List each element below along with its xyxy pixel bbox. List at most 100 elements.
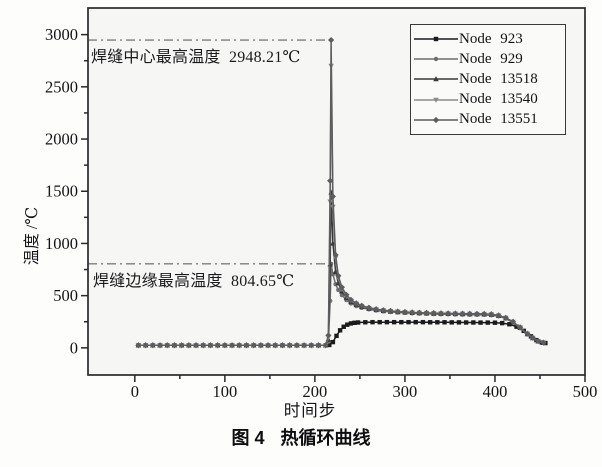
series-marker-circle-icon [336, 287, 341, 293]
series-marker-square-icon [337, 328, 343, 333]
series-marker-square-icon [355, 320, 361, 325]
x-tick-label: 300 [393, 382, 418, 401]
series-marker-diamond-icon [250, 342, 257, 349]
series-marker-square-icon [471, 320, 476, 325]
series-marker-diamond-icon [365, 304, 372, 311]
x-tick-label: 400 [483, 382, 508, 401]
series-marker-diamond-icon [347, 296, 354, 303]
series-marker-diamond-icon [488, 311, 495, 318]
series-marker-diamond-icon [540, 339, 547, 346]
figure-caption-number: 图 4 [231, 428, 265, 448]
series-marker-diamond-icon [156, 342, 164, 349]
series-marker-square-icon [384, 319, 390, 325]
series-marker-diamond-icon [332, 251, 339, 259]
series-marker-diamond-icon [164, 342, 171, 349]
series-marker-square-icon [485, 320, 490, 325]
series-marker-diamond-icon [387, 307, 394, 314]
legend-swatch-triangle-up-icon [414, 76, 458, 82]
series-marker-diamond-icon [509, 318, 517, 325]
series-marker-square-icon [456, 320, 462, 325]
series-marker-diamond-icon [335, 272, 342, 279]
legend-swatch-triangle-down-icon [414, 97, 458, 103]
annotation-weld-edge-max-temp: 焊缝边缘最高温度 804.65℃ [93, 273, 295, 290]
figure-caption: 图 4 热循环曲线 [38, 424, 564, 450]
series-marker-diamond-icon [243, 342, 250, 349]
series-marker-diamond-icon [228, 342, 236, 349]
series-marker-square-icon [420, 319, 426, 325]
series-marker-square-icon [348, 321, 354, 326]
series-marker-diamond-icon [432, 116, 440, 123]
series-marker-diamond-icon [315, 342, 322, 349]
series-marker-square-icon [427, 320, 433, 325]
series-marker-diamond-icon [178, 342, 185, 349]
series-marker-square-icon [478, 320, 483, 325]
series-marker-diamond-icon [214, 342, 221, 349]
y-tick-label: 3000 [45, 25, 78, 44]
series-marker-diamond-icon [308, 342, 315, 349]
series-marker-diamond-icon [329, 193, 336, 200]
series-marker-diamond-icon [452, 310, 459, 317]
series-marker-diamond-icon [328, 36, 335, 44]
series-marker-square-icon [463, 320, 469, 325]
series-marker-diamond-icon [423, 309, 430, 316]
legend: Node 923 Node 929 Node 13518 Node 13540 Node… [410, 24, 566, 135]
series-marker-diamond-icon [293, 342, 300, 349]
series-marker-diamond-icon [353, 300, 360, 307]
series-marker-diamond-icon [529, 334, 536, 341]
x-axis-label: 时间步 [283, 401, 337, 420]
legend-item-node-923: Node 923 [413, 29, 561, 49]
series-marker-square-icon [499, 320, 505, 326]
legend-item-node-13551: Node 13551 [413, 110, 561, 130]
series-marker-diamond-icon [430, 310, 437, 317]
series-marker-diamond-icon [401, 308, 409, 316]
x-tick-label: 500 [573, 382, 598, 401]
legend-item-node-13518: Node 13518 [413, 70, 561, 90]
series-marker-diamond-icon [437, 310, 445, 317]
series-marker-diamond-icon [142, 342, 149, 349]
series-marker-square-icon [352, 320, 357, 325]
legend-swatch-circle-icon [414, 57, 458, 62]
series-marker-diamond-icon [322, 342, 329, 349]
series-marker-diamond-icon [394, 308, 401, 315]
series-marker-square-icon [327, 342, 332, 348]
series-marker-square-icon [345, 322, 350, 327]
series-marker-square-icon [399, 319, 404, 325]
y-tick-label: 2000 [45, 130, 78, 149]
series-marker-triangle-up-icon [433, 76, 439, 82]
x-tick-label: 200 [303, 382, 328, 401]
series-marker-diamond-icon [257, 342, 264, 349]
series-marker-square-icon [377, 319, 382, 325]
y-tick-label: 500 [53, 286, 78, 305]
legend-item-node-929: Node 929 [413, 50, 561, 70]
series-marker-square-icon [341, 324, 346, 329]
legend-item-label: Node 929 [459, 50, 523, 67]
series-marker-diamond-icon [264, 342, 272, 349]
series-marker-diamond-icon [409, 309, 416, 316]
series-marker-diamond-icon [338, 284, 345, 291]
legend-swatch-square-icon [414, 36, 458, 42]
figure-caption-title: 热循环曲线 [280, 428, 371, 448]
series-marker-diamond-icon [171, 342, 178, 349]
y-tick-label: 1500 [45, 182, 78, 201]
annotation-weld-center-max-temp: 焊缝中心最高温度 2948.21℃ [91, 49, 301, 66]
series-marker-diamond-icon [473, 310, 481, 317]
series-marker-square-icon [514, 324, 519, 329]
series-marker-triangle-down-icon [433, 97, 439, 103]
series-marker-square-icon [442, 320, 447, 325]
series-marker-square-icon [449, 320, 454, 325]
series-marker-diamond-icon [459, 310, 466, 317]
legend-item-label: Node 13551 [459, 111, 538, 128]
series-line-node-13551 [137, 39, 545, 346]
legend-item-label: Node 13518 [459, 70, 538, 87]
y-tick-label: 1000 [45, 234, 78, 253]
series-marker-diamond-icon [221, 342, 228, 349]
series-marker-diamond-icon [358, 302, 365, 309]
series-marker-diamond-icon [301, 342, 308, 349]
series-marker-diamond-icon [466, 310, 473, 317]
series-marker-diamond-icon [481, 310, 488, 318]
legend-swatch-diamond-icon [414, 116, 458, 123]
series-marker-diamond-icon [373, 306, 380, 313]
series-marker-diamond-icon [279, 342, 286, 349]
series-marker-diamond-icon [535, 337, 542, 345]
